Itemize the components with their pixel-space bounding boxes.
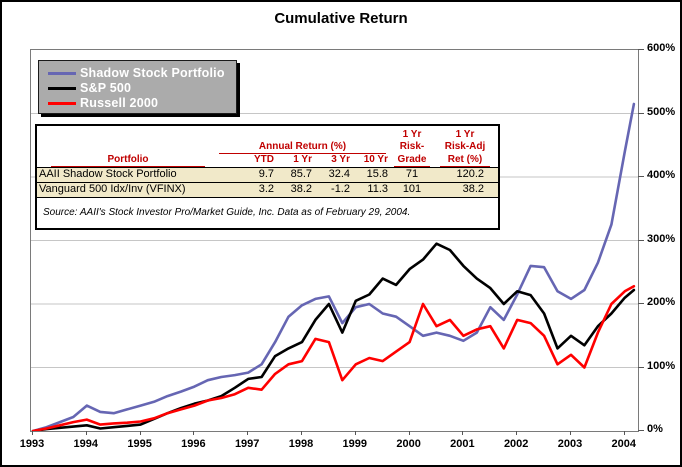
x-axis-tick: [408, 431, 410, 435]
y-axis-tick-label: 500%: [647, 105, 676, 118]
x-axis-tick-label: 2001: [450, 438, 475, 450]
x-axis-tick-label: 1996: [181, 438, 206, 450]
3yr-column-header: 3 Yr: [331, 154, 350, 165]
risk-grade-column-header: Grade: [394, 154, 430, 167]
portfolio-name-cell: AAII Shadow Stock Portfolio: [39, 168, 177, 180]
risk-adj-header-line1: 1 Yr: [455, 129, 475, 140]
legend-line-swatch: [48, 87, 76, 91]
legend-label: Russell 2000: [80, 96, 159, 111]
y-axis-tick-label: 400%: [647, 169, 676, 181]
x-axis-tick: [32, 431, 33, 435]
x-axis-tick: [301, 431, 302, 435]
series-line-s-p-500: [31, 242, 636, 431]
legend-line-swatch: [48, 72, 76, 76]
table-row: AAII Shadow Stock Portfolio 9.7 85.7 32.4 15…: [37, 167, 498, 182]
y-axis-tick-label: 100%: [647, 359, 676, 372]
chart-canvas: [31, 102, 638, 431]
x-axis-tick: [85, 431, 87, 435]
value-cell: 32.4: [328, 168, 350, 180]
value-cell: 71: [405, 168, 419, 180]
portfolio-name-cell: Vanguard 500 Idx/Inv (VFINX): [39, 183, 186, 195]
y-axis-tick-label: 600%: [647, 42, 676, 54]
portfolio-column-header: Portfolio: [51, 154, 205, 167]
legend-label: Shadow Stock Portfolio: [80, 66, 225, 81]
value-cell: 120.2: [456, 168, 484, 180]
10yr-column-header: 10 Yr: [363, 154, 388, 165]
risk-grade-header-line2: Risk-: [399, 141, 425, 152]
y-axis-tick-label: 0%: [647, 423, 663, 435]
y-axis-tick: [638, 112, 644, 114]
x-axis-tick: [354, 431, 356, 435]
x-axis-tick: [247, 431, 249, 435]
value-cell: 3.2: [258, 183, 274, 195]
table-header-row-3: Portfolio YTD 1 Yr 3 Yr 10 Yr Grade Ret …: [37, 154, 498, 167]
x-axis-tick-label: 1994: [73, 438, 99, 450]
x-axis-tick-label: 1997: [234, 438, 260, 450]
y-axis-tick-label: 200%: [647, 296, 676, 308]
y-axis-tick: [638, 303, 644, 304]
chart-legend: Shadow Stock Portfolio S&P 500 Russell 200…: [38, 60, 237, 114]
table-source-note: Source: AAII's Stock Investor Pro/Market…: [43, 207, 411, 218]
legend-line-swatch: [48, 102, 76, 106]
value-cell: 101: [402, 183, 422, 195]
y-axis-tick-label: 300%: [647, 232, 676, 245]
value-cell: 38.2: [462, 183, 484, 195]
x-axis-tick-label: 1995: [127, 438, 152, 450]
x-axis-tick-label: 1998: [288, 438, 314, 450]
table-header-row-1: 1 Yr 1 Yr: [37, 126, 498, 141]
risk-adj-header-line2: Risk-Adj: [444, 141, 486, 152]
risk-adj-column-header: Ret (%): [440, 154, 490, 167]
annual-return-group-header: Annual Return (%): [219, 141, 386, 154]
returns-table: 1 Yr 1 Yr Annual Return (%) Risk- Risk-A…: [35, 124, 500, 230]
series-line-shadow-stock-portfolio: [31, 102, 636, 431]
value-cell: 9.7: [258, 168, 274, 180]
x-axis-tick-label: 2004: [611, 438, 637, 450]
y-axis-tick: [638, 366, 644, 368]
value-cell: 38.2: [290, 183, 312, 195]
x-axis-tick-label: 2002: [503, 438, 529, 450]
x-axis-tick: [462, 431, 464, 435]
legend-item-shadow-stock-portfolio: Shadow Stock Portfolio: [48, 66, 236, 81]
x-axis-tick: [193, 431, 195, 435]
table-body: AAII Shadow Stock Portfolio 9.7 85.7 32.4 15…: [37, 167, 498, 198]
y-axis-tick: [638, 239, 644, 241]
table-row: Vanguard 500 Idx/Inv (VFINX) 3.2 38.2 -1.2 1…: [37, 182, 498, 198]
value-cell: -1.2: [331, 183, 350, 195]
chart-title: Cumulative Return: [274, 10, 408, 27]
legend-item-russell-2000: Russell 2000: [48, 96, 236, 111]
y-axis-tick: [638, 49, 644, 50]
x-axis-tick: [623, 431, 625, 435]
table-header-row-2: Annual Return (%) Risk- Risk-Adj: [37, 141, 498, 154]
ytd-column-header: YTD: [254, 154, 274, 165]
x-axis-tick: [139, 431, 141, 435]
x-axis-tick-label: 2003: [557, 438, 583, 450]
risk-grade-header-line1: 1 Yr: [402, 129, 422, 140]
1yr-column-header: 1 Yr: [293, 154, 312, 165]
y-axis-tick: [638, 430, 644, 431]
x-axis-tick-label: 2000: [396, 438, 421, 450]
value-cell: 85.7: [290, 168, 312, 180]
x-axis-tick: [516, 431, 518, 435]
x-axis-tick: [570, 431, 571, 435]
x-axis-tick-label: 1993: [19, 438, 45, 450]
value-cell: 11.3: [367, 183, 388, 195]
legend-label: S&P 500: [80, 81, 132, 96]
y-axis-tick: [638, 176, 644, 177]
x-axis-tick-label: 1999: [342, 438, 368, 450]
value-cell: 15.8: [366, 168, 388, 180]
legend-item-s-p-500: S&P 500: [48, 81, 236, 96]
series-line-russell-2000: [31, 284, 636, 431]
